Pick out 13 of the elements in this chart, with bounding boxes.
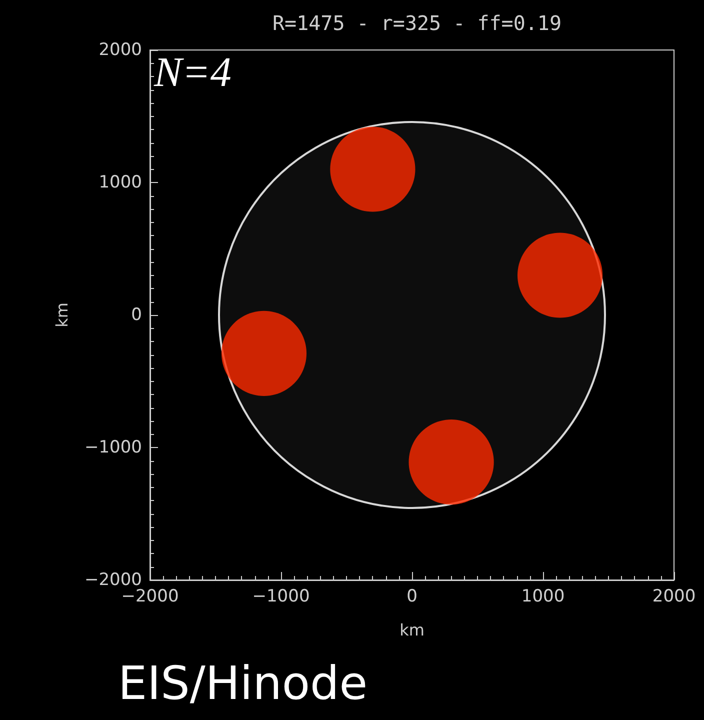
x-tick-label: 2000 [652,586,696,606]
x-tick-label: −1000 [252,586,310,606]
x-tick-label: 1000 [521,586,565,606]
x-tick-label: 0 [406,586,418,606]
y-tick-label: 0 [131,305,142,325]
y-tick-label: −1000 [84,438,142,458]
annotation: N=4 [153,50,232,96]
y-tick-label: 1000 [98,172,142,192]
y-tick-label: 2000 [98,40,142,60]
text: EIS/Hinode [118,656,368,710]
x-axis-title: km [400,620,424,640]
y-axis-title: km [52,302,72,328]
chart-title: R=1475 - r=325 - ff=0.19 [272,11,562,35]
